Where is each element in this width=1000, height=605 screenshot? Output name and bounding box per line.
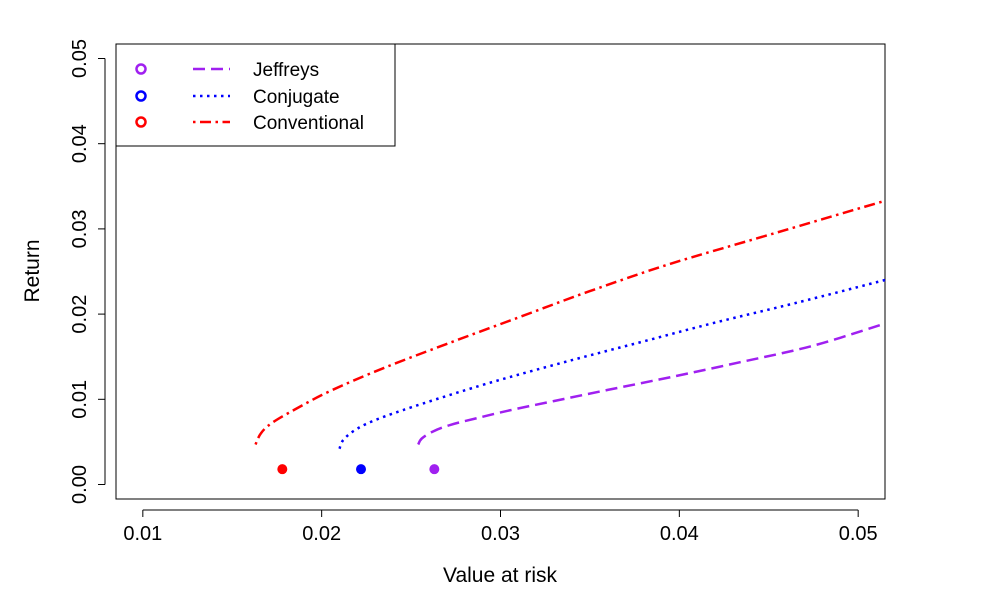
y-tick-label: 0.04: [69, 124, 91, 163]
legend-marker-conventional: [135, 116, 147, 128]
y-tick-label: 0.00: [69, 465, 91, 504]
x-tick-label: 0.04: [660, 523, 699, 545]
series-line-jeffreys: [417, 322, 886, 446]
point-marker-jeffreys: [429, 464, 440, 475]
legend-marker-jeffreys: [135, 63, 147, 75]
point-marker-conventional: [277, 464, 288, 475]
legend-marker-conjugate: [135, 90, 147, 102]
x-axis: 0.01 0.02 0.03 0.04 0.05: [123, 509, 878, 545]
y-axis: 0.00 0.01 0.02 0.03 0.04 0.05: [69, 39, 106, 504]
x-tick-label: 0.03: [481, 523, 520, 545]
point-marker-conjugate: [356, 464, 367, 475]
x-tick-label: 0.05: [839, 523, 878, 545]
plot-area-frame: [115, 43, 886, 500]
x-tick-label: 0.01: [123, 523, 162, 545]
series-layer: [254, 199, 886, 450]
marker-layer: [277, 464, 440, 475]
legend-box: [115, 43, 396, 147]
series-line-conventional: [254, 199, 886, 446]
legend-label-jeffreys: Jeffreys: [253, 60, 319, 81]
legend-label-conventional: Conventional: [253, 113, 364, 134]
legend: Jeffreys Conjugate Conventional: [115, 43, 396, 147]
legend-label-conjugate: Conjugate: [253, 87, 340, 108]
y-tick-label: 0.05: [69, 39, 91, 78]
series-line-conjugate: [338, 278, 886, 450]
y-tick-label: 0.01: [69, 380, 91, 419]
y-tick-label: 0.03: [69, 209, 91, 248]
y-axis-title: Return: [21, 239, 44, 302]
x-axis-title: Value at risk: [443, 564, 557, 587]
x-tick-label: 0.02: [302, 523, 341, 545]
y-tick-label: 0.02: [69, 295, 91, 334]
